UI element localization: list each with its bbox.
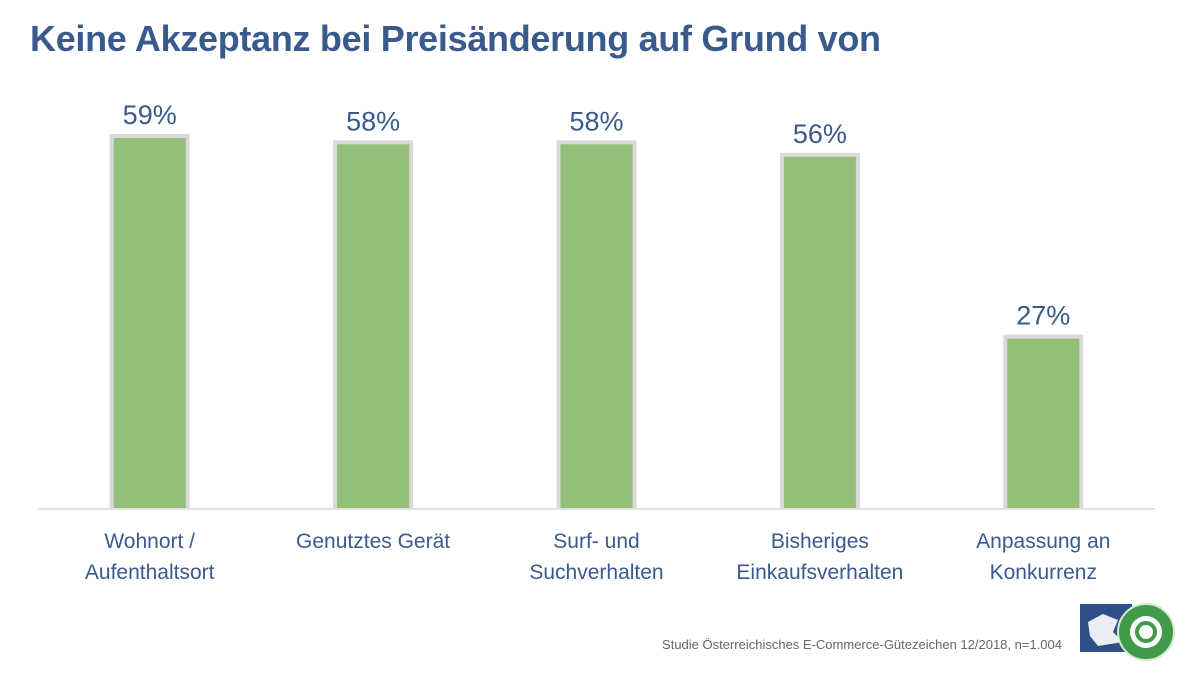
source-note: Studie Österreichisches E-Commerce-Gütez… bbox=[662, 637, 1062, 652]
bar bbox=[113, 138, 186, 508]
category-label: Surf- und bbox=[553, 530, 639, 553]
bar bbox=[783, 156, 856, 509]
data-label: 58% bbox=[346, 106, 400, 136]
chart-title: Keine Akzeptanz bei Preisänderung auf Gr… bbox=[30, 18, 881, 59]
guetezeichen-logo bbox=[1080, 603, 1175, 661]
category-label: Konkurrenz bbox=[990, 561, 1097, 584]
category-label: Genutztes Gerät bbox=[296, 530, 450, 553]
category-label: Suchverhalten bbox=[529, 561, 663, 584]
category-label: Aufenthaltsort bbox=[85, 561, 215, 584]
category-label: Anpassung an bbox=[976, 530, 1110, 553]
category-label: Wohnort / bbox=[104, 530, 195, 553]
data-label: 59% bbox=[123, 100, 177, 130]
category-label: Bisheriges bbox=[771, 530, 869, 553]
data-label: 56% bbox=[793, 119, 847, 149]
bar bbox=[1007, 338, 1080, 508]
bar bbox=[560, 144, 633, 508]
data-label: 27% bbox=[1016, 301, 1070, 331]
bar bbox=[337, 144, 410, 508]
category-label: Einkaufsverhalten bbox=[736, 561, 903, 584]
data-label: 58% bbox=[569, 106, 623, 136]
